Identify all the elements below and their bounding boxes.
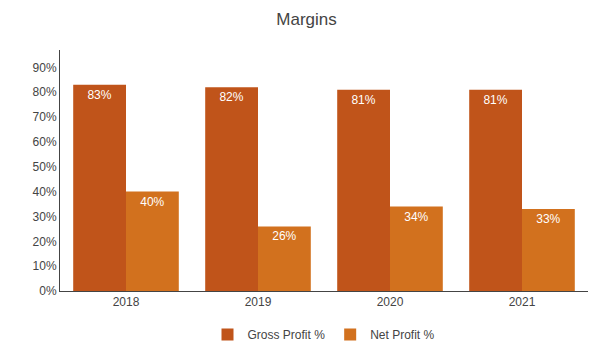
svg-text:81%: 81% (483, 93, 507, 107)
svg-text:81%: 81% (351, 93, 375, 107)
svg-text:60%: 60% (33, 135, 57, 149)
svg-text:40%: 40% (33, 185, 57, 199)
svg-text:26%: 26% (272, 229, 296, 243)
svg-text:80%: 80% (33, 85, 57, 99)
svg-text:40%: 40% (140, 195, 164, 209)
svg-text:Gross Profit %: Gross Profit % (248, 328, 326, 342)
svg-text:82%: 82% (219, 90, 243, 104)
svg-text:2020: 2020 (377, 295, 404, 309)
svg-text:Net Profit %: Net Profit % (370, 328, 434, 342)
svg-text:90%: 90% (33, 61, 57, 75)
svg-text:10%: 10% (33, 259, 57, 273)
svg-text:2019: 2019 (245, 295, 272, 309)
svg-text:34%: 34% (404, 210, 428, 224)
svg-text:70%: 70% (33, 110, 57, 124)
svg-text:0%: 0% (39, 284, 57, 298)
svg-text:Margins: Margins (276, 10, 336, 29)
svg-text:2021: 2021 (509, 295, 536, 309)
svg-text:33%: 33% (536, 212, 560, 226)
svg-text:30%: 30% (33, 210, 57, 224)
svg-text:20%: 20% (33, 235, 57, 249)
svg-text:50%: 50% (33, 160, 57, 174)
svg-text:2018: 2018 (113, 295, 140, 309)
svg-text:83%: 83% (87, 88, 111, 102)
